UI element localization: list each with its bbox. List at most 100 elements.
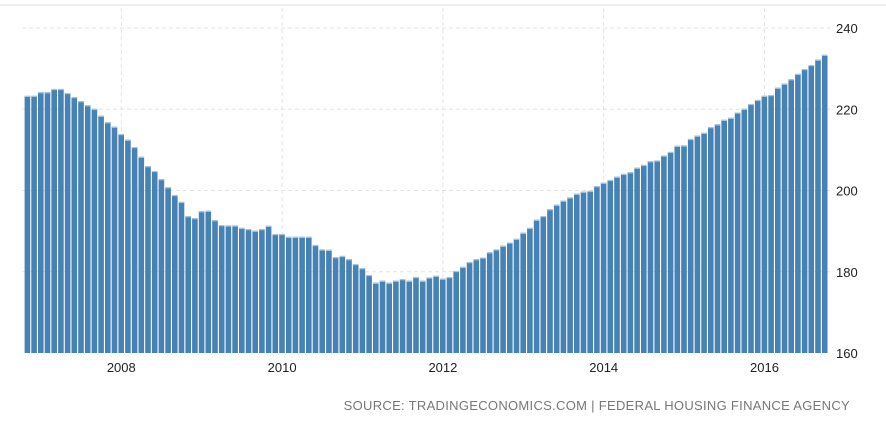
bar (513, 238, 520, 353)
bar-cap (326, 249, 332, 252)
bar (708, 127, 714, 353)
bar-cap (24, 95, 31, 98)
bar-cap (446, 277, 453, 279)
bar (138, 156, 145, 353)
bar (165, 187, 171, 353)
bar (547, 209, 553, 353)
bar (694, 135, 701, 353)
bar (440, 278, 446, 353)
bar-cap (687, 138, 694, 141)
bar (674, 145, 681, 353)
bar-cap (754, 99, 761, 102)
bar-cap (741, 108, 748, 111)
bar-cap (768, 95, 774, 97)
bar (600, 182, 607, 353)
bar (326, 249, 332, 353)
bar-cap (440, 278, 446, 280)
bar (533, 219, 540, 353)
bar-cap (212, 220, 218, 222)
bar (131, 147, 138, 353)
bar-cap (71, 97, 78, 99)
bar (681, 145, 687, 353)
bar-cap (614, 176, 620, 178)
bar-cap (366, 275, 372, 277)
x-tick-label: 2010 (268, 360, 297, 375)
bar-cap (533, 219, 540, 221)
bar-cap (654, 160, 660, 162)
bar-cap (359, 268, 366, 270)
bar-cap (259, 229, 265, 231)
bar-cap (192, 218, 198, 220)
bar (386, 282, 392, 353)
bar-cap (734, 112, 741, 114)
bar (91, 108, 98, 353)
bar (667, 151, 674, 353)
bar-cap (808, 64, 815, 67)
bar (808, 64, 815, 353)
bar (158, 179, 165, 353)
bar-cap (352, 264, 359, 266)
bar-cap (399, 279, 406, 281)
bar (654, 160, 660, 353)
bar-cap (433, 275, 439, 278)
bar (406, 280, 413, 353)
bar-cap (252, 230, 258, 232)
bar-cap (91, 108, 98, 111)
bar-cap (701, 132, 707, 135)
source-note: SOURCE: TRADINGECONOMICS.COM | FEDERAL H… (343, 398, 850, 413)
bar (218, 225, 225, 353)
bar-cap (185, 216, 191, 218)
bar-cap (694, 135, 701, 137)
bar (212, 220, 218, 353)
bar-cap (721, 119, 727, 122)
bar (151, 171, 158, 353)
bar (754, 99, 761, 353)
bar-cap (319, 249, 325, 251)
bar (781, 83, 788, 353)
bar (466, 262, 473, 353)
bar (38, 92, 44, 353)
bar (64, 93, 71, 353)
bar-cap (480, 257, 486, 259)
bar (399, 279, 406, 353)
bar (339, 255, 346, 353)
bar (821, 54, 828, 353)
y-tick-label: 200 (836, 184, 858, 199)
bar-cap (44, 92, 51, 94)
bar-cap (232, 225, 238, 227)
bar-cap (339, 255, 346, 258)
bar-cap (594, 186, 600, 188)
bar-cap (527, 227, 533, 230)
bar-cap (627, 172, 634, 174)
bar (51, 88, 57, 353)
bar (426, 277, 433, 353)
bar (346, 259, 352, 353)
bar (761, 95, 768, 353)
bar-cap (513, 238, 520, 241)
bar-cap (98, 115, 104, 117)
bar (486, 252, 493, 353)
bar (446, 277, 453, 353)
bar-cap (84, 105, 91, 107)
y-tick-label: 180 (836, 265, 858, 280)
bar (473, 259, 480, 353)
y-tick-label: 160 (836, 346, 858, 361)
y-tick-label: 220 (836, 102, 858, 117)
bar-cap (406, 280, 413, 282)
bar (661, 155, 667, 353)
bar-cap (748, 103, 754, 106)
bar (205, 210, 212, 353)
bar (232, 225, 238, 353)
bar (285, 236, 292, 353)
bar-cap (486, 252, 493, 254)
bar (172, 194, 178, 353)
bar-cap (178, 201, 185, 204)
bar (701, 132, 707, 353)
bar-cap (547, 209, 553, 211)
bar-cap (587, 190, 593, 193)
bar (768, 95, 774, 353)
bar (245, 229, 252, 353)
bar-cap (299, 236, 305, 239)
bar-cap (801, 69, 808, 71)
bar-cap (138, 156, 145, 158)
